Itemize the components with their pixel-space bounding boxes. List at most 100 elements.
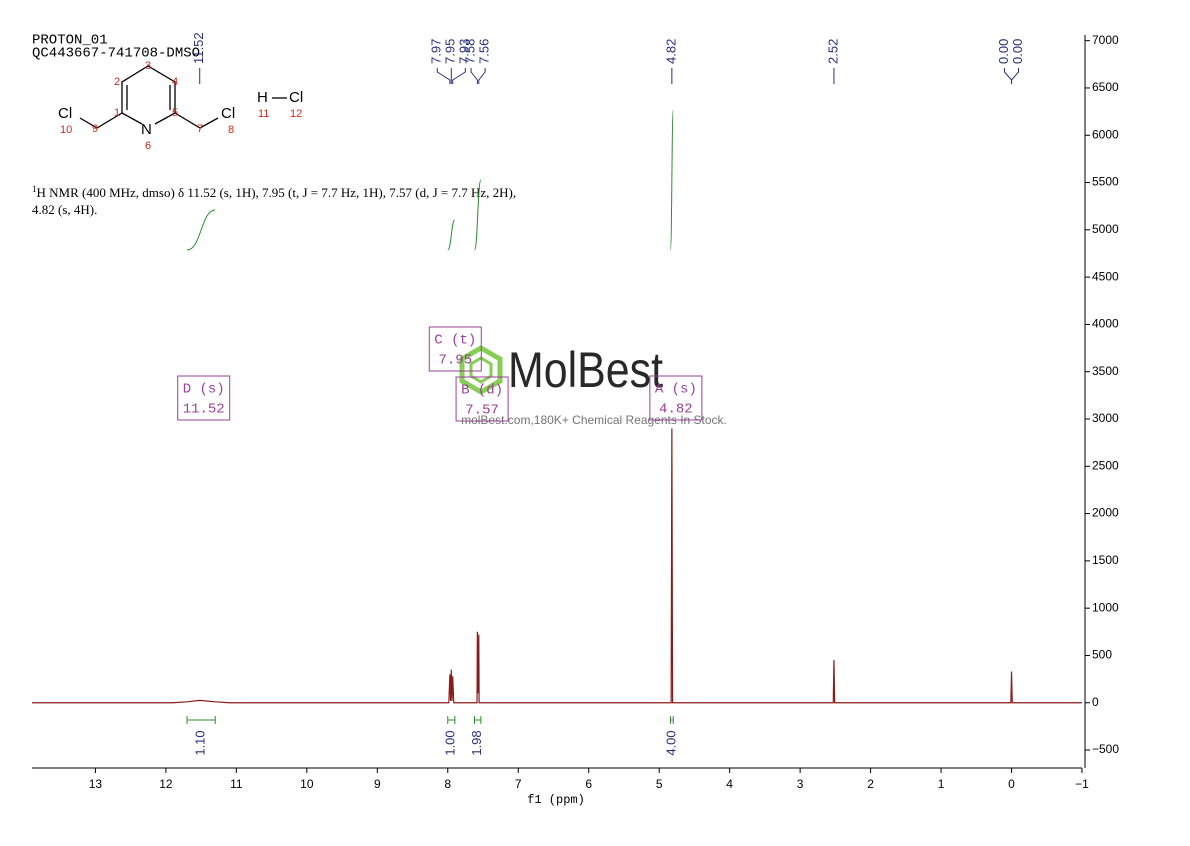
multiplet-name: B (d) — [461, 383, 503, 399]
peak-label: 11.52 — [191, 32, 206, 64]
multiplet-shift: 4.82 — [659, 402, 693, 418]
y-tick-label: 500 — [1092, 648, 1112, 662]
peak-label: 0.00 — [996, 39, 1011, 64]
x-tick-label: 1 — [938, 777, 945, 791]
peak-label: 7.97 — [429, 39, 444, 64]
peak-label: 2.52 — [825, 39, 840, 64]
integral-label: 4.00 — [663, 730, 678, 755]
peak-label: 7.58 — [463, 39, 478, 64]
atom: Cl — [58, 105, 72, 122]
y-tick-label: 1000 — [1092, 600, 1119, 614]
atom-number: 5 — [172, 107, 178, 119]
atoms: Cl N Cl H Cl — [58, 89, 303, 138]
watermark: MolBest molBest.com,180K+ Chemical Reage… — [459, 342, 727, 427]
multiplet-name: C (t) — [434, 333, 476, 349]
multiplet-shift: 11.52 — [183, 402, 225, 418]
atom-number: 3 — [145, 60, 151, 72]
y-tick-label: 6500 — [1092, 80, 1119, 94]
atom: Cl — [289, 89, 303, 106]
integral-label: 1.00 — [443, 730, 458, 755]
ring-bond — [154, 112, 176, 125]
peak-leader — [470, 68, 478, 84]
atom-number: 7 — [197, 123, 203, 135]
atom-number: 2 — [114, 76, 120, 88]
y-tick-label: 7000 — [1092, 33, 1119, 47]
x-tick-label: 10 — [300, 777, 314, 791]
superscript: 1 — [32, 184, 37, 194]
multiplet-shift: 7.95 — [438, 353, 472, 369]
y-tick-label: 3500 — [1092, 364, 1119, 378]
x-tick-label: 4 — [726, 777, 733, 791]
peak-label: 7.56 — [477, 39, 492, 64]
ring-bond — [121, 65, 176, 113]
atom-number: 8 — [228, 124, 234, 136]
atom-number: 9 — [92, 123, 98, 135]
integral-label: 1.98 — [469, 730, 484, 755]
title-line: QC443667-741708-DMSO — [32, 46, 200, 62]
bond — [174, 112, 219, 129]
y-tick-label: 3000 — [1092, 411, 1119, 425]
multiplet-box — [455, 376, 509, 422]
y-tick-label: 1500 — [1092, 553, 1119, 567]
y-tick-label: 5000 — [1092, 222, 1119, 236]
multiplet-name: A (s) — [655, 382, 697, 398]
y-tick-label: 4000 — [1092, 317, 1119, 331]
x-axis-label: f1 (ppm) — [527, 793, 585, 807]
integral-label: 1.10 — [193, 730, 208, 755]
integral-bracket — [447, 716, 456, 724]
watermark-logo — [469, 356, 493, 384]
x-tick-label: 3 — [797, 777, 804, 791]
x-tick-label: 2 — [867, 777, 874, 791]
bond — [79, 112, 123, 129]
peak-leader — [1004, 68, 1013, 84]
atom-number: 12 — [290, 108, 302, 120]
y-tick-label: 2500 — [1092, 458, 1119, 472]
description-text: 4.82 (s, 4H). — [32, 202, 97, 217]
x-tick-label: 6 — [585, 777, 592, 791]
x-tick-label: 8 — [444, 777, 451, 791]
x-tick-label: 7 — [515, 777, 522, 791]
integral-curve — [474, 179, 482, 251]
peak-leader — [436, 68, 451, 84]
y-tick-label: 5500 — [1092, 175, 1119, 189]
atom-number: 1 — [114, 107, 120, 119]
spectrum-line — [32, 428, 1082, 704]
ring-bond — [121, 112, 143, 125]
multiplet-box — [428, 326, 482, 372]
atom: N — [141, 121, 152, 138]
title-line: PROTON_01 — [32, 33, 108, 49]
integral-bracket — [186, 716, 216, 724]
multiplet-box — [177, 375, 231, 421]
y-tick-label: −500 — [1092, 742, 1119, 756]
peak-leader — [452, 68, 466, 84]
atom-number: 11 — [258, 108, 269, 120]
y-tick-label: 4500 — [1092, 269, 1119, 283]
peak-label: 4.82 — [663, 39, 678, 64]
y-tick-label: 0 — [1092, 695, 1099, 709]
integral-curve — [186, 209, 216, 251]
atom: Cl — [221, 105, 235, 122]
multiplet-shift: 7.57 — [465, 403, 499, 419]
x-tick-label: 5 — [656, 777, 663, 791]
x-tick-label: 0 — [1008, 777, 1015, 791]
x-tick-label: 9 — [374, 777, 381, 791]
integral-bracket — [474, 716, 482, 724]
atom-number: 4 — [172, 76, 178, 88]
x-tick-label: 11 — [230, 777, 243, 791]
atom: H — [257, 89, 268, 106]
x-tick-label: 13 — [89, 777, 103, 791]
multiplet-box — [649, 375, 703, 421]
peak-leader — [478, 68, 486, 84]
y-tick-label: 6000 — [1092, 127, 1119, 141]
peak-label: 0.00 — [1010, 39, 1025, 64]
x-tick-label: 12 — [159, 777, 173, 791]
atom-number: 6 — [145, 140, 151, 152]
description-text: H NMR (400 MHz, dmso) δ 11.52 (s, 1H), 7… — [37, 185, 517, 200]
integral-bracket — [669, 716, 674, 724]
description: 1H NMR (400 MHz, dmso) δ 11.52 (s, 1H), … — [32, 184, 516, 200]
watermark-text: MolBest — [508, 342, 663, 398]
peak-label: 7.93 — [457, 39, 472, 64]
atom-numbers: 1 2 3 4 5 6 7 8 9 10 11 12 — [60, 60, 302, 152]
